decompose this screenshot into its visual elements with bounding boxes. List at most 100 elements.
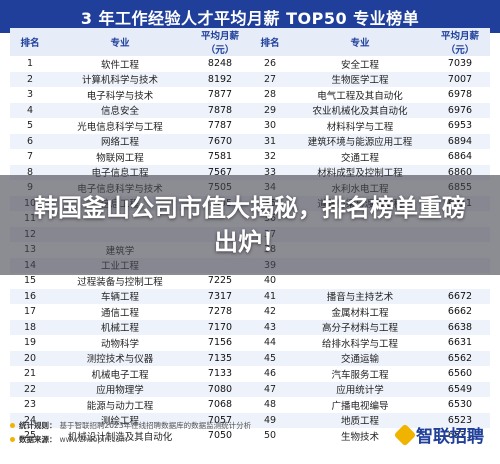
salary-cell: 6894 xyxy=(430,133,490,149)
salary-cell xyxy=(430,273,490,289)
major-cell: 广播电视编导 xyxy=(290,397,430,413)
rank-cell: 40 xyxy=(250,273,290,289)
rank-cell: 20 xyxy=(10,350,50,366)
table-row: 1 软件工程 8248 26 安全工程 7039 xyxy=(10,56,490,72)
major-cell: 车辆工程 xyxy=(50,288,190,304)
major-cell: 应用统计学 xyxy=(290,381,430,397)
major-cell: 交通工程 xyxy=(290,149,430,165)
rank-cell: 50 xyxy=(250,428,290,444)
table-row: 4 信息安全 7878 29 农业机械化及其自动化 6976 xyxy=(10,102,490,118)
rank-cell: 44 xyxy=(250,335,290,351)
footer-source-key: 数据来源： xyxy=(19,434,57,444)
table-row: 2 计算机科学与技术 8192 27 生物医学工程 7007 xyxy=(10,71,490,87)
logo-text: 智联招聘 xyxy=(416,427,484,447)
major-cell: 机械设计制造及其自动化 xyxy=(50,428,190,444)
salary-cell: 6672 xyxy=(430,288,490,304)
salary-cell: 7133 xyxy=(190,366,250,382)
major-cell: 应用物理学 xyxy=(50,381,190,397)
major-cell: 电子科学与技术 xyxy=(50,87,190,103)
major-cell: 信息安全 xyxy=(50,102,190,118)
rank-cell: 26 xyxy=(250,56,290,72)
header-salary: 平均月薪（元） xyxy=(430,28,490,56)
rank-cell: 6 xyxy=(10,133,50,149)
major-cell: 测绘工程 xyxy=(50,412,190,428)
salary-cell: 6562 xyxy=(430,350,490,366)
headline-overlay: 韩国釜山公司市值大揭秘，排名榜单重磅出炉！ xyxy=(0,175,500,275)
salary-cell: 7156 xyxy=(190,335,250,351)
rank-cell: 3 xyxy=(10,87,50,103)
rank-cell: 7 xyxy=(10,149,50,165)
rank-cell: 29 xyxy=(250,102,290,118)
major-cell: 高分子材料与工程 xyxy=(290,319,430,335)
major-cell: 光电信息科学与工程 xyxy=(50,118,190,134)
major-cell: 交通运输 xyxy=(290,350,430,366)
table-header-row: 排名 专业 平均月薪（元） 排名 专业 平均月薪（元） xyxy=(10,28,490,56)
rank-cell: 28 xyxy=(250,87,290,103)
footer-source-text: www.zhaopin.com xyxy=(59,434,128,444)
rank-cell: 1 xyxy=(10,56,50,72)
major-cell: 建筑环境与能源应用工程 xyxy=(290,133,430,149)
salary-cell: 7877 xyxy=(190,87,250,103)
table-row: 17 通信工程 7278 42 金属材料工程 6662 xyxy=(10,304,490,320)
rank-cell: 17 xyxy=(10,304,50,320)
table-row: 15 过程装备与控制工程 7225 40 xyxy=(10,273,490,289)
rank-cell: 27 xyxy=(250,71,290,87)
salary-cell: 7050 xyxy=(190,428,250,444)
salary-cell: 6978 xyxy=(430,87,490,103)
major-cell: 动物科学 xyxy=(50,335,190,351)
major-cell: 测控技术与仪器 xyxy=(50,350,190,366)
major-cell xyxy=(290,273,430,289)
salary-cell: 6953 xyxy=(430,118,490,134)
table-row: 18 机械工程 7170 43 高分子材料与工程 6638 xyxy=(10,319,490,335)
bullet-icon xyxy=(10,422,15,428)
major-cell: 电气工程及其自动化 xyxy=(290,87,430,103)
major-cell: 汽车服务工程 xyxy=(290,366,430,382)
major-cell: 能源与动力工程 xyxy=(50,397,190,413)
salary-cell: 6864 xyxy=(430,149,490,165)
salary-cell: 6549 xyxy=(430,381,490,397)
page-title: 3 年工作经验人才平均月薪 TOP50 专业榜单 xyxy=(0,0,500,33)
table-row: 7 物联网工程 7581 32 交通工程 6864 xyxy=(10,149,490,165)
salary-cell: 7670 xyxy=(190,133,250,149)
header-major: 专业 xyxy=(50,28,190,56)
rank-cell: 18 xyxy=(10,319,50,335)
rank-cell: 32 xyxy=(250,149,290,165)
table-row: 6 网络工程 7670 31 建筑环境与能源应用工程 6894 xyxy=(10,133,490,149)
major-cell: 过程装备与控制工程 xyxy=(50,273,190,289)
salary-cell: 6560 xyxy=(430,366,490,382)
salary-cell: 7007 xyxy=(430,71,490,87)
salary-cell: 6638 xyxy=(430,319,490,335)
table-row: 5 光电信息科学与工程 7787 30 材料科学与工程 6953 xyxy=(10,118,490,134)
table-row: 23 能源与动力工程 7068 48 广播电视编导 6530 xyxy=(10,397,490,413)
salary-cell: 6530 xyxy=(430,397,490,413)
salary-cell: 7278 xyxy=(190,304,250,320)
major-cell: 机械工程 xyxy=(50,319,190,335)
major-cell: 农业机械化及其自动化 xyxy=(290,102,430,118)
major-cell: 网络工程 xyxy=(50,133,190,149)
salary-cell: 7080 xyxy=(190,381,250,397)
salary-cell: 6976 xyxy=(430,102,490,118)
major-cell: 物联网工程 xyxy=(50,149,190,165)
salary-cell: 7135 xyxy=(190,350,250,366)
rank-cell: 23 xyxy=(10,397,50,413)
rank-cell: 21 xyxy=(10,366,50,382)
major-cell: 播音与主持艺术 xyxy=(290,288,430,304)
rank-cell: 45 xyxy=(250,350,290,366)
footer-rule-text: 基于智联招聘2023年在线招聘数据库的数据监测统计分析 xyxy=(59,420,252,430)
logo-mark-icon xyxy=(393,423,417,446)
rank-cell: 2 xyxy=(10,71,50,87)
major-cell: 计算机科学与技术 xyxy=(50,71,190,87)
salary-cell: 7317 xyxy=(190,288,250,304)
rank-cell: 5 xyxy=(10,118,50,134)
major-cell: 安全工程 xyxy=(290,56,430,72)
table-row: 25 机械设计制造及其自动化 7050 50 生物技术 6521 xyxy=(10,428,490,444)
rank-cell: 48 xyxy=(250,397,290,413)
rank-cell: 24 xyxy=(10,412,50,428)
table-row: 21 机械电子工程 7133 46 汽车服务工程 6560 xyxy=(10,366,490,382)
major-cell: 材料科学与工程 xyxy=(290,118,430,134)
salary-cell: 7057 xyxy=(190,412,250,428)
rank-cell: 41 xyxy=(250,288,290,304)
rank-cell: 22 xyxy=(10,381,50,397)
rank-cell: 42 xyxy=(250,304,290,320)
footer-rule-line: 统计规则： 基于智联招聘2023年在线招聘数据库的数据监测统计分析 xyxy=(10,418,490,432)
